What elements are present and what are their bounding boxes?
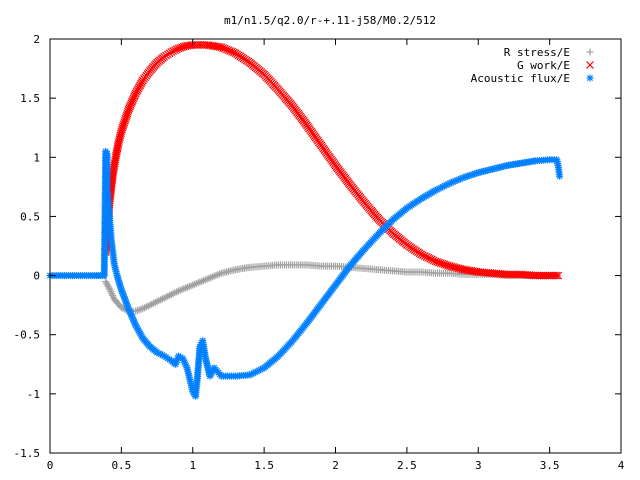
data-point xyxy=(554,271,563,280)
y-tick-label: 2 xyxy=(33,33,40,46)
legend-marker xyxy=(586,74,594,82)
y-tick-label: -1.5 xyxy=(14,447,41,460)
x-tick-label: 0.5 xyxy=(111,459,131,472)
x-tick-label: 1.5 xyxy=(254,459,274,472)
y-tick-label: 0 xyxy=(33,270,40,283)
x-tick-label: 1 xyxy=(189,459,196,472)
data-point xyxy=(552,271,560,280)
data-point xyxy=(102,277,110,285)
data-point xyxy=(105,284,113,292)
x-tick-label: 2.5 xyxy=(397,459,417,472)
axis-ticks: 0 0.5 1 1.5 2 2.5 3 3.5 4 2 1.5 1 0.5 0 -0.5 -1 -1.5 xyxy=(14,33,625,472)
x-tick-label: 4 xyxy=(618,459,625,472)
chart-title: m1/n1.5/q2.0/r-+.11-j58/M0.2/512 xyxy=(224,14,436,27)
y-tick-label: -0.5 xyxy=(14,329,41,342)
x-tick-label: 3.5 xyxy=(540,459,560,472)
y-tick-label: -1 xyxy=(27,388,40,401)
data-point xyxy=(104,282,112,290)
y-tick-label: 1.5 xyxy=(20,92,40,105)
legend-label: Acoustic flux/E xyxy=(471,72,570,85)
y-tick-label: 0.5 xyxy=(20,210,40,223)
data-point xyxy=(103,279,111,287)
y-tick-label: 1 xyxy=(33,151,40,164)
legend-marker xyxy=(586,48,594,56)
legend-marker xyxy=(586,61,594,69)
legend-label: R stress/E xyxy=(504,46,570,59)
x-tick-label: 0 xyxy=(47,459,54,472)
data-point xyxy=(556,172,564,180)
x-tick-label: 2 xyxy=(332,459,339,472)
data-point xyxy=(103,281,111,289)
x-tick-label: 3 xyxy=(475,459,482,472)
legend-label: G work/E xyxy=(517,59,570,72)
